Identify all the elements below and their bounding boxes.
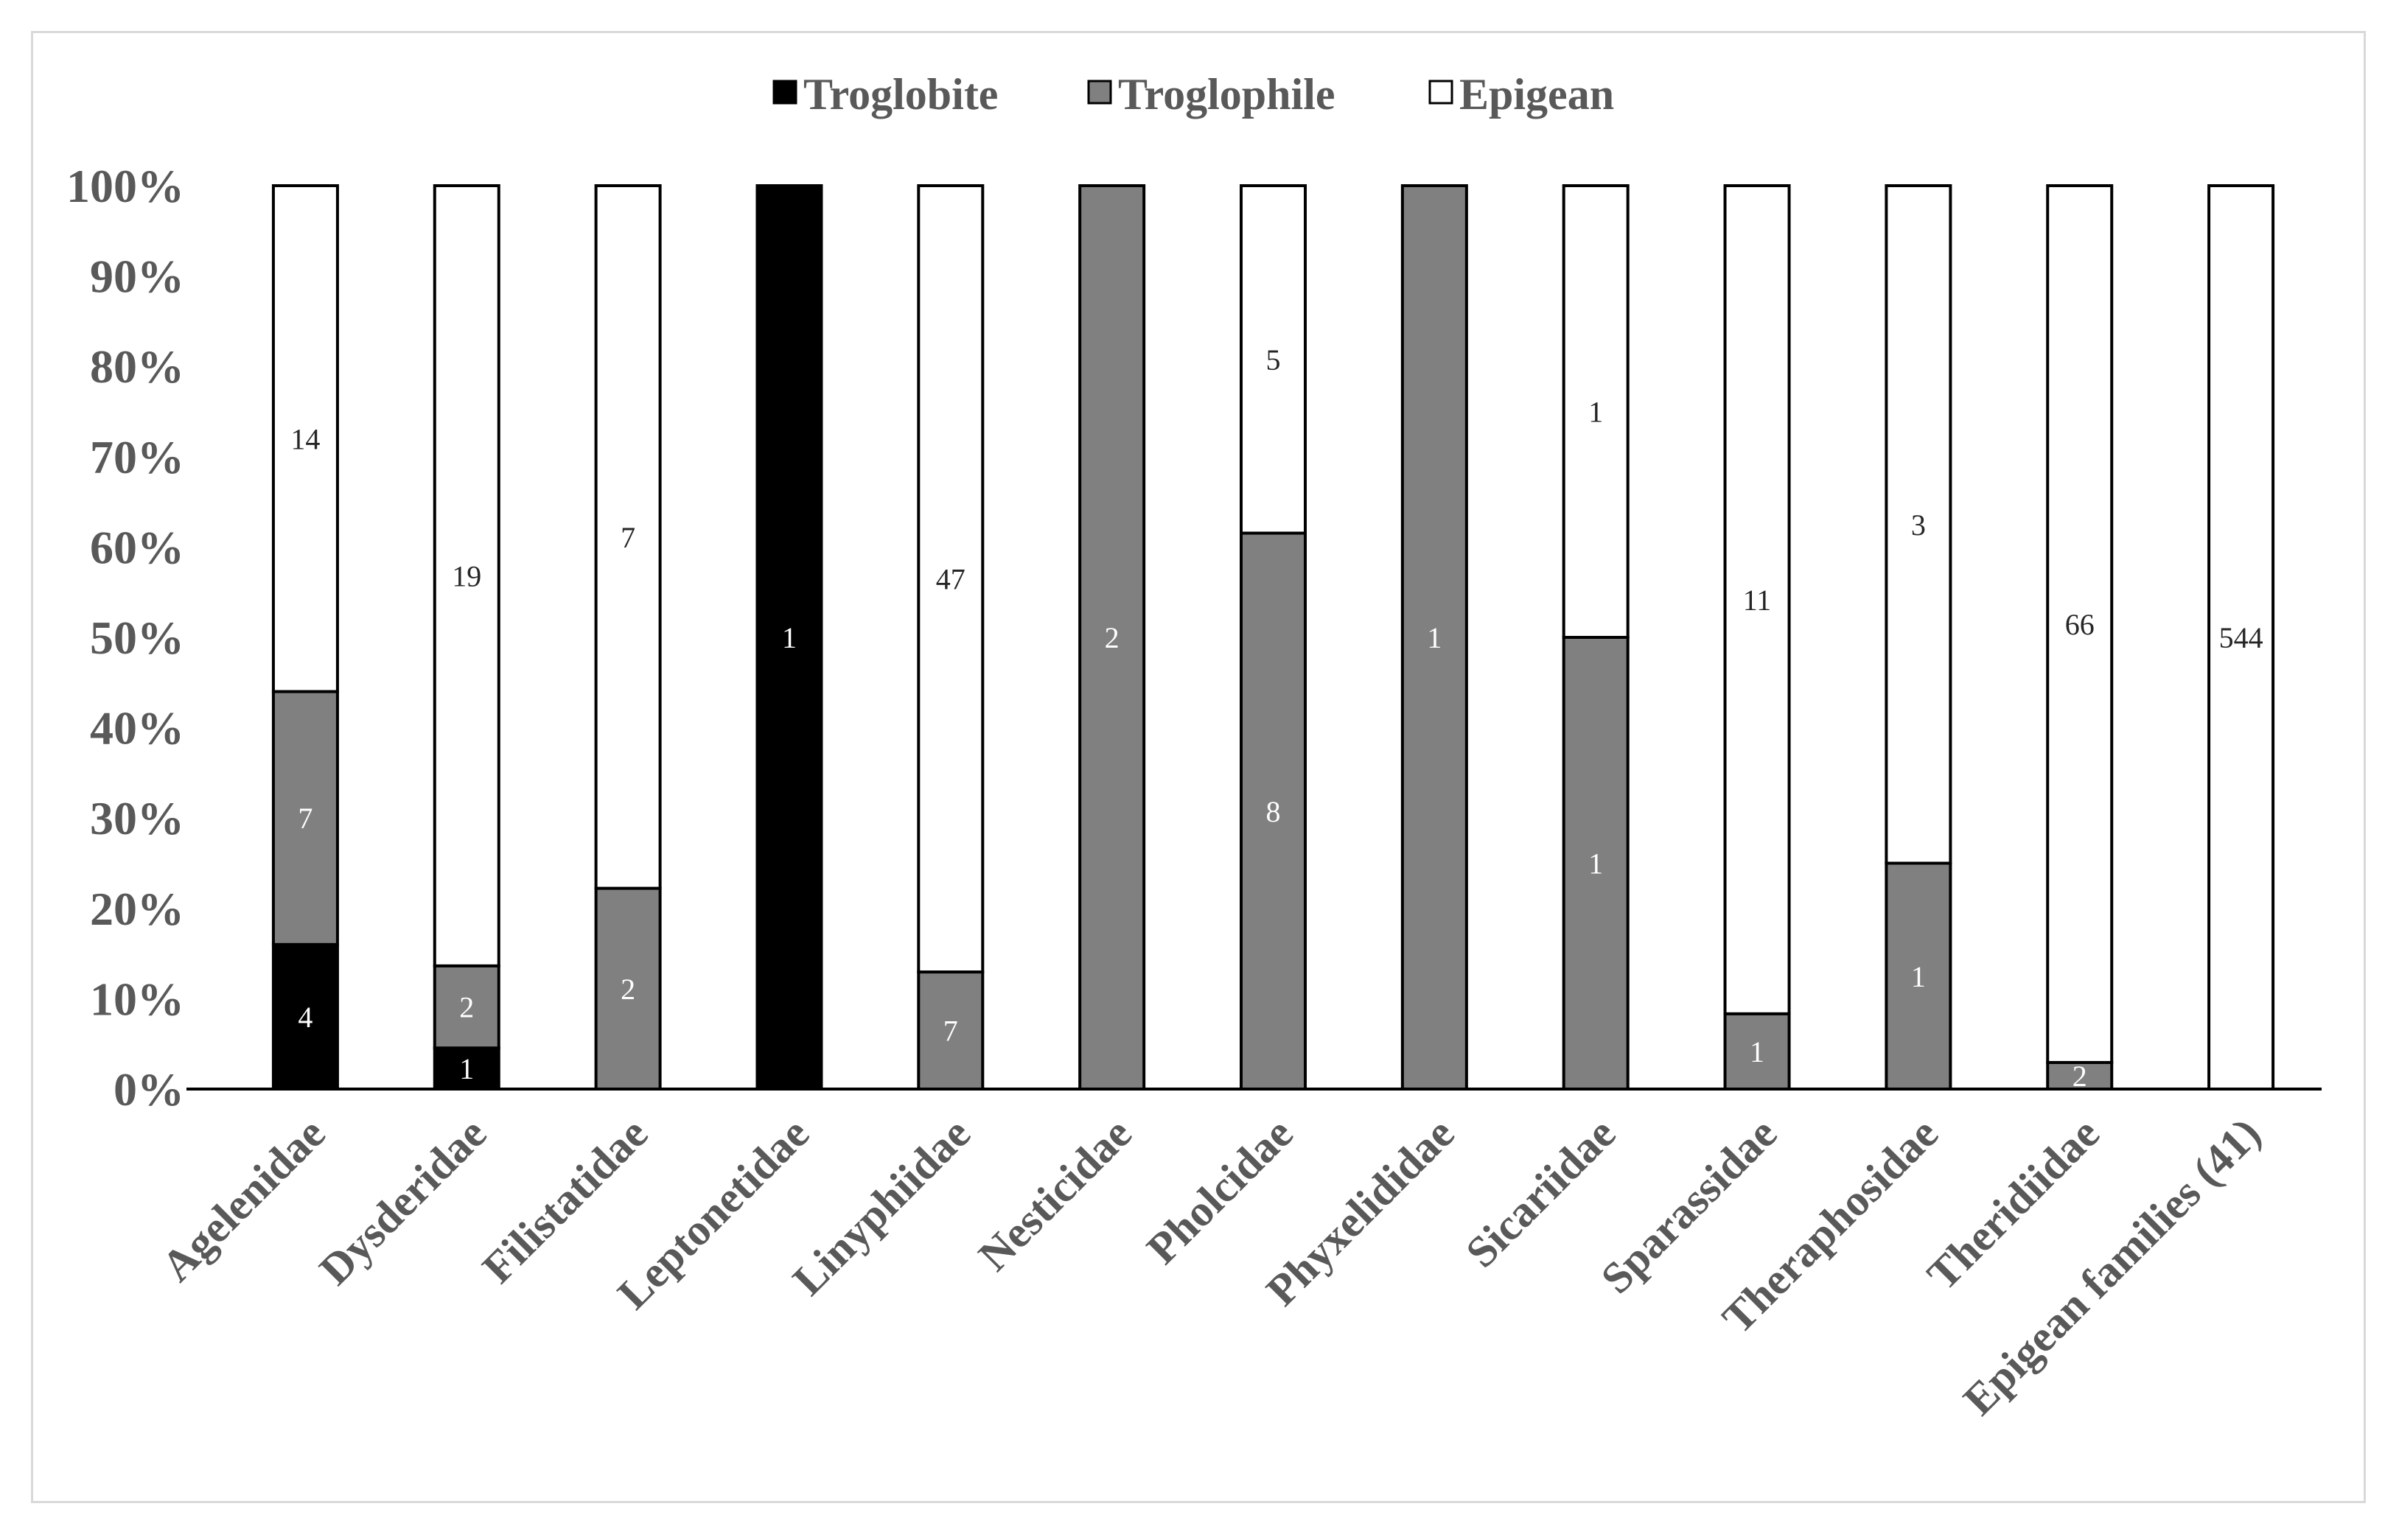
- data-label-epigean: 19: [452, 559, 481, 592]
- data-label-troglobite: 1: [782, 621, 797, 654]
- data-label-troglophile: 8: [1266, 795, 1281, 828]
- y-tick-label: 20%: [90, 883, 184, 935]
- data-label-epigean: 14: [290, 422, 320, 455]
- legend-label-epigean: Epigean: [1459, 70, 1614, 119]
- bar-segment-epigean: [2207, 184, 2275, 1091]
- data-label-troglophile: 2: [459, 991, 474, 1024]
- data-label-troglophile: 2: [621, 973, 635, 1006]
- legend-swatch-epigean: [1428, 80, 1453, 105]
- legend-swatch-troglophile: [1087, 80, 1112, 105]
- x-tick-label: Sicariidae: [1456, 1109, 1624, 1277]
- bar-segment-troglophile: [1400, 184, 1468, 1091]
- y-tick-label: 100%: [66, 160, 184, 212]
- bar-segment-epigean: [2046, 184, 2114, 1064]
- data-label-epigean: 3: [1911, 508, 1926, 542]
- legend-swatch-troglobite: [772, 80, 797, 105]
- bar-segment-troglobite: [755, 184, 823, 1091]
- x-tick-label: Agelenidae: [153, 1109, 335, 1291]
- y-tick-label: 0%: [114, 1063, 184, 1116]
- bar-segment-epigean: [594, 184, 662, 890]
- y-tick-label: 60%: [90, 521, 184, 573]
- x-tick-label: Nesticidae: [969, 1109, 1141, 1281]
- data-label-epigean: 47: [936, 563, 965, 596]
- x-tick-label: Pholcidae: [1137, 1109, 1302, 1273]
- legend-label-troglobite: Troglobite: [803, 70, 998, 119]
- data-label-troglophile: 1: [1588, 847, 1603, 881]
- data-label-troglophile: 1: [1750, 1035, 1764, 1068]
- y-tick-label: 90%: [90, 251, 184, 303]
- data-label-epigean: 544: [2219, 621, 2263, 654]
- bar-segment-epigean: [1885, 184, 1952, 865]
- data-label-epigean: 7: [621, 521, 635, 554]
- data-label-troglophile: 1: [1427, 621, 1442, 654]
- y-tick-label: 10%: [90, 973, 184, 1025]
- data-label-troglophile: 2: [1105, 621, 1120, 654]
- data-label-epigean: 11: [1743, 584, 1772, 617]
- bar-segment-epigean: [1562, 184, 1630, 639]
- bar-segment-epigean: [1240, 184, 1307, 535]
- legend: Troglobite Troglophile Epigean: [772, 70, 1614, 119]
- data-label-epigean: 5: [1266, 343, 1281, 377]
- bar-segment-epigean: [1723, 184, 1791, 1015]
- y-tick-label: 50%: [90, 612, 184, 664]
- bar-segment-epigean: [433, 184, 500, 967]
- chart-frame: [31, 31, 2366, 1503]
- data-label-epigean: 1: [1588, 396, 1603, 429]
- data-label-troglobite: 1: [459, 1052, 474, 1085]
- data-label-troglophile: 2: [2073, 1060, 2087, 1093]
- bar-segment-troglophile: [1078, 184, 1146, 1091]
- y-tick-label: 80%: [90, 340, 184, 393]
- bar-segment-epigean: [917, 184, 985, 974]
- data-label-troglophile: 7: [298, 802, 312, 835]
- data-label-troglobite: 4: [298, 1001, 312, 1034]
- data-label-epigean: 66: [2065, 608, 2095, 641]
- legend-label-troglophile: Troglophile: [1118, 70, 1335, 119]
- bar-segment-troglophile: [271, 690, 339, 946]
- bar-segment-troglophile: [594, 886, 662, 1091]
- data-label-troglophile: 1: [1911, 960, 1926, 993]
- y-tick-label: 30%: [90, 792, 184, 844]
- bar-segment-troglophile: [433, 964, 500, 1050]
- x-axis: AgelenidaeDysderidaeFilistatidaeLeptonet…: [153, 1088, 2322, 1424]
- y-axis: 0% 10% 20% 30% 40% 50% 60% 70% 80% 90% 100%: [66, 160, 184, 1116]
- data-label-troglophile: 7: [943, 1015, 958, 1048]
- y-tick-label: 40%: [90, 702, 184, 755]
- bar-segment-epigean: [271, 184, 339, 693]
- y-tick-label: 70%: [90, 431, 184, 483]
- x-tick-label: Dysderidae: [310, 1109, 496, 1295]
- x-tick-label: Epigean families (41): [1954, 1109, 2269, 1424]
